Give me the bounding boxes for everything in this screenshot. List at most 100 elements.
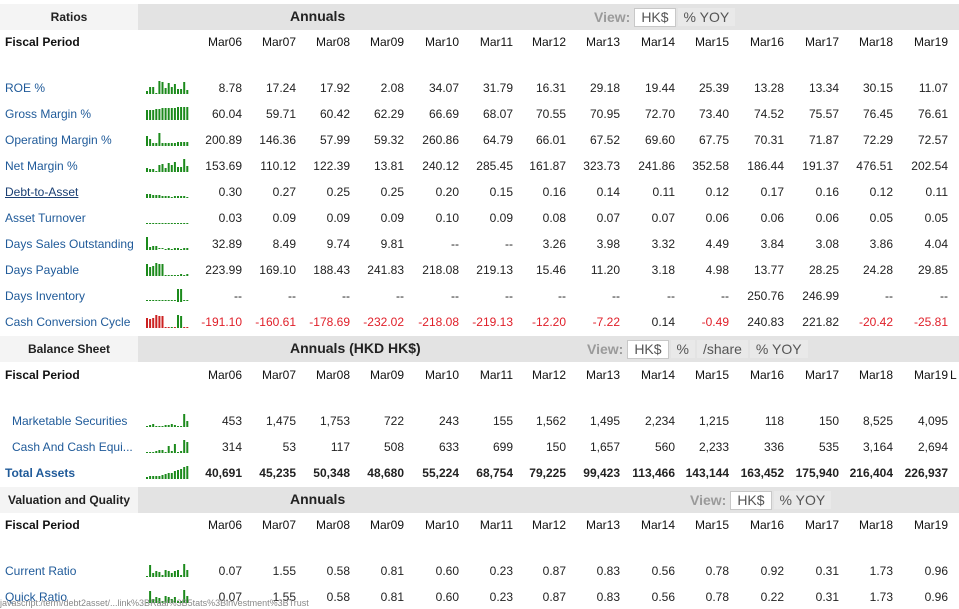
value-cell: 0.09 [489, 211, 513, 225]
value-cell: 1,495 [589, 414, 620, 428]
sparkline-bar [149, 565, 152, 577]
sparkline-bar [155, 109, 158, 120]
sparkline-chart [146, 289, 189, 302]
value-cell: 30.15 [862, 81, 893, 95]
sparkline-bar [177, 167, 179, 172]
row-label-cash-and-cash-equi[interactable]: Cash And Cash Equi... [12, 440, 133, 454]
value-cell: 0.96 [924, 564, 948, 578]
value-cell: 243 [438, 414, 459, 428]
value-cell: 200.89 [205, 133, 242, 147]
period-header: Mar12 [531, 368, 566, 382]
period-header: Mar09 [369, 518, 404, 532]
table-row: Gross Margin % 60.04 59.71 60.42 62.29 66.69 6… [0, 102, 959, 126]
sparkline-bar [167, 143, 170, 146]
sparkline-bar [177, 89, 179, 94]
value-cell: -- [721, 289, 729, 303]
value-cell: 24.28 [862, 263, 893, 277]
period-header: Mar08 [315, 518, 350, 532]
table-row: ROE % 8.78 17.24 17.92 2.08 34.07 31.79 16.31 29… [0, 76, 959, 100]
sparkline-bar [152, 246, 155, 250]
value-cell: 223.99 [205, 263, 242, 277]
view-option-hk[interactable]: HK$ [730, 490, 772, 510]
table-row: Days Inventory -- -- -- -- -- -- -- -- -- -- 250.76… [0, 284, 959, 308]
fiscal-period-row: Fiscal Period Mar06 Mar07 Mar08 Mar09 Mar10 Ma… [0, 363, 959, 387]
view-option-yoy[interactable]: % YOY [677, 8, 736, 26]
value-cell: 0.06 [760, 211, 784, 225]
value-cell: -0.49 [701, 315, 729, 329]
sparkline-bar [186, 442, 189, 453]
sparkline-bar [186, 596, 189, 603]
row-label-days-payable[interactable]: Days Payable [5, 263, 80, 277]
value-cell: 113,466 [632, 466, 675, 480]
value-cell: 19.44 [644, 81, 675, 95]
sparkline-bar [146, 136, 148, 146]
table-row: Days Payable 223.99 169.10 188.43 241.83 218.… [0, 258, 959, 282]
view-option-yoy[interactable]: % YOY [749, 340, 808, 358]
value-cell: 476.51 [856, 159, 893, 173]
value-cell: 0.16 [542, 185, 566, 199]
sparkline-bar [149, 425, 152, 427]
value-cell: 161.87 [529, 159, 566, 173]
sparkline-bar [167, 473, 170, 479]
row-label-operating-margin[interactable]: Operating Margin % [5, 133, 112, 147]
sparkline-bar [152, 300, 155, 301]
view-option-[interactable]: % [670, 340, 695, 358]
row-label-net-margin[interactable]: Net Margin % [5, 159, 78, 173]
sparkline-bar [170, 223, 173, 224]
sparkline-bar [177, 470, 179, 479]
value-cell: -25.81 [913, 315, 948, 329]
sparkline-bar [164, 249, 167, 250]
sparkline-bar [161, 248, 164, 249]
row-label-roe[interactable]: ROE % [5, 81, 46, 95]
sparkline-bar [152, 476, 155, 479]
fiscal-period-label: Fiscal Period [5, 35, 80, 49]
value-cell: 216,404 [849, 466, 893, 480]
sparkline-bar [158, 81, 161, 94]
sparkline-bar [180, 451, 183, 453]
row-label-quick-ratio[interactable]: Quick Ratio [5, 590, 68, 604]
row-label-days-sales-outstanding[interactable]: Days Sales Outstanding [5, 237, 134, 251]
sparkline-bar [173, 425, 176, 427]
row-label-cash-conversion-cycle[interactable]: Cash Conversion Cycle [5, 315, 131, 329]
sparkline-bar [155, 426, 158, 427]
sparkline-bar [146, 223, 148, 224]
row-label-total-assets[interactable]: Total Assets [5, 466, 76, 480]
row-label-debt-to-asset[interactable]: Debt-to-Asset [5, 185, 79, 199]
value-cell: 29.18 [589, 81, 620, 95]
value-cell: 55,224 [422, 466, 459, 480]
sparkline-bar [173, 143, 176, 146]
value-cell: -7.22 [592, 315, 620, 329]
sparkline-bar [158, 300, 161, 301]
value-cell: -- [612, 289, 620, 303]
period-header: Mar12 [531, 518, 566, 532]
row-label-marketable-securities[interactable]: Marketable Securities [12, 414, 128, 428]
sparkline-bar [177, 142, 179, 146]
value-cell: 0.07 [218, 590, 242, 604]
sparkline-bar [158, 133, 161, 146]
sparkline-chart [146, 237, 189, 250]
sparkline-bar [167, 248, 170, 250]
value-cell: 76.45 [862, 107, 893, 121]
row-label-gross-margin[interactable]: Gross Margin % [5, 107, 92, 121]
sparkline-chart [146, 107, 189, 120]
view-option-yoy[interactable]: % YOY [773, 491, 832, 509]
row-label-asset-turnover[interactable]: Asset Turnover [5, 211, 86, 225]
sparkline-bar [170, 424, 173, 427]
view-option-hk[interactable]: HK$ [627, 339, 669, 359]
period-header: Mar14 [640, 518, 675, 532]
sparkline-bar [152, 318, 155, 328]
sparkline-bar [158, 426, 161, 427]
value-cell: 13.28 [753, 81, 784, 95]
value-cell: 0.22 [760, 590, 784, 604]
row-label-days-inventory[interactable]: Days Inventory [5, 289, 86, 303]
row-label-current-ratio[interactable]: Current Ratio [5, 564, 77, 578]
sparkline-bar [161, 300, 164, 301]
view-toggle: View: HK$% YOY [690, 490, 833, 510]
view-option-share[interactable]: /share [697, 340, 748, 358]
value-cell: 0.83 [596, 590, 620, 604]
view-option-hk[interactable]: HK$ [634, 7, 676, 27]
section-title: Annuals [290, 491, 346, 507]
sparkline-chart [146, 81, 189, 94]
sparkline-bar [155, 476, 158, 479]
value-cell: 226,937 [904, 466, 948, 480]
